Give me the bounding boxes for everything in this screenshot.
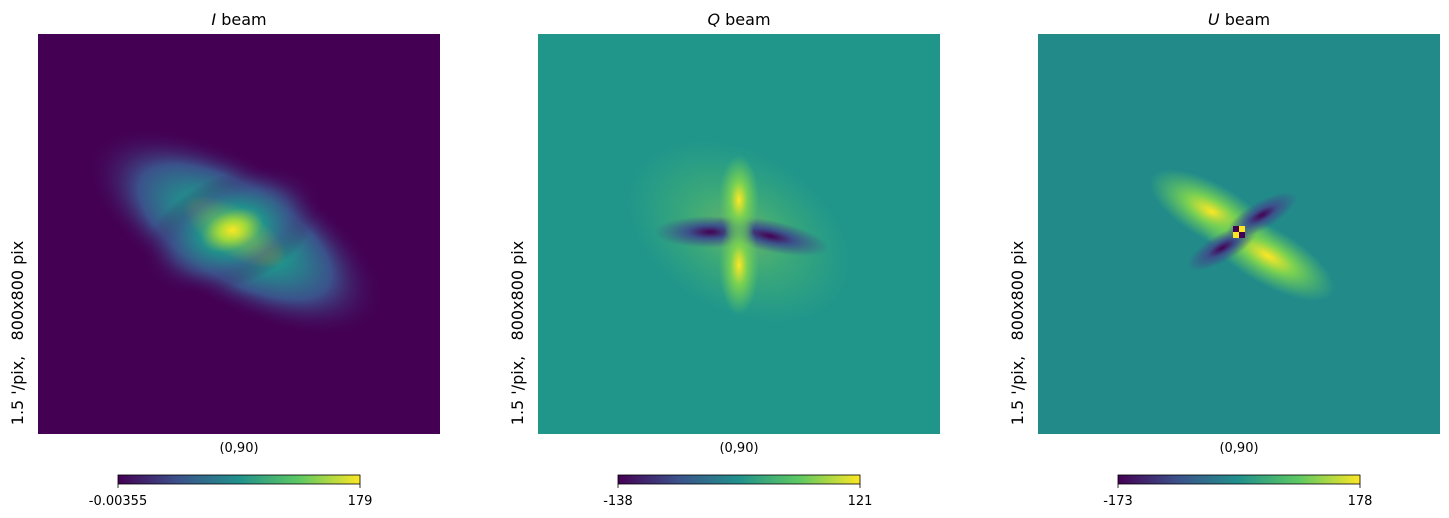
colorbar-tick-label: 179: [348, 494, 373, 509]
colorbar-tick-label: 178: [1348, 494, 1373, 509]
colorbar: [617, 474, 861, 485]
x-label: (0,90): [219, 441, 258, 456]
panel-title: U beam: [1208, 10, 1270, 29]
title-text: beam: [1225, 10, 1270, 29]
beam-image: [38, 34, 440, 434]
x-label: (0,90): [1219, 441, 1258, 456]
colorbar: [117, 474, 361, 485]
x-label: (0,90): [719, 441, 758, 456]
title-text: beam: [725, 10, 770, 29]
title-symbol: U: [1208, 10, 1220, 29]
y-label: 1.5 '/pix, 800x800 pix: [8, 241, 27, 425]
y-label: 1.5 '/pix, 800x800 pix: [1008, 241, 1027, 425]
colorbar-tick-label: -138: [603, 494, 633, 509]
colorbar-tick-label: -0.00355: [89, 494, 147, 509]
title-symbol: Q: [707, 10, 720, 29]
title-text: beam: [221, 10, 266, 29]
y-label: 1.5 '/pix, 800x800 pix: [508, 241, 527, 425]
panel: Q beam 1.5 '/pix, 800x800 pix (0,90) -138 12…: [508, 10, 940, 509]
title-symbol: I: [211, 10, 216, 29]
colorbar-tick-label: 121: [848, 494, 873, 509]
panel-title: I beam: [211, 10, 266, 29]
panel: U beam 1.5 '/pix, 800x800 pix (0,90) -173 17…: [1008, 10, 1440, 509]
beam-image: [1038, 34, 1440, 434]
colorbar: [1117, 474, 1361, 485]
beam-image: [538, 34, 940, 434]
colorbar-tick-label: -173: [1103, 494, 1133, 509]
panel-title: Q beam: [707, 10, 770, 29]
panel: I beam 1.5 '/pix, 800x800 pix (0,90) -0.003…: [8, 10, 440, 509]
